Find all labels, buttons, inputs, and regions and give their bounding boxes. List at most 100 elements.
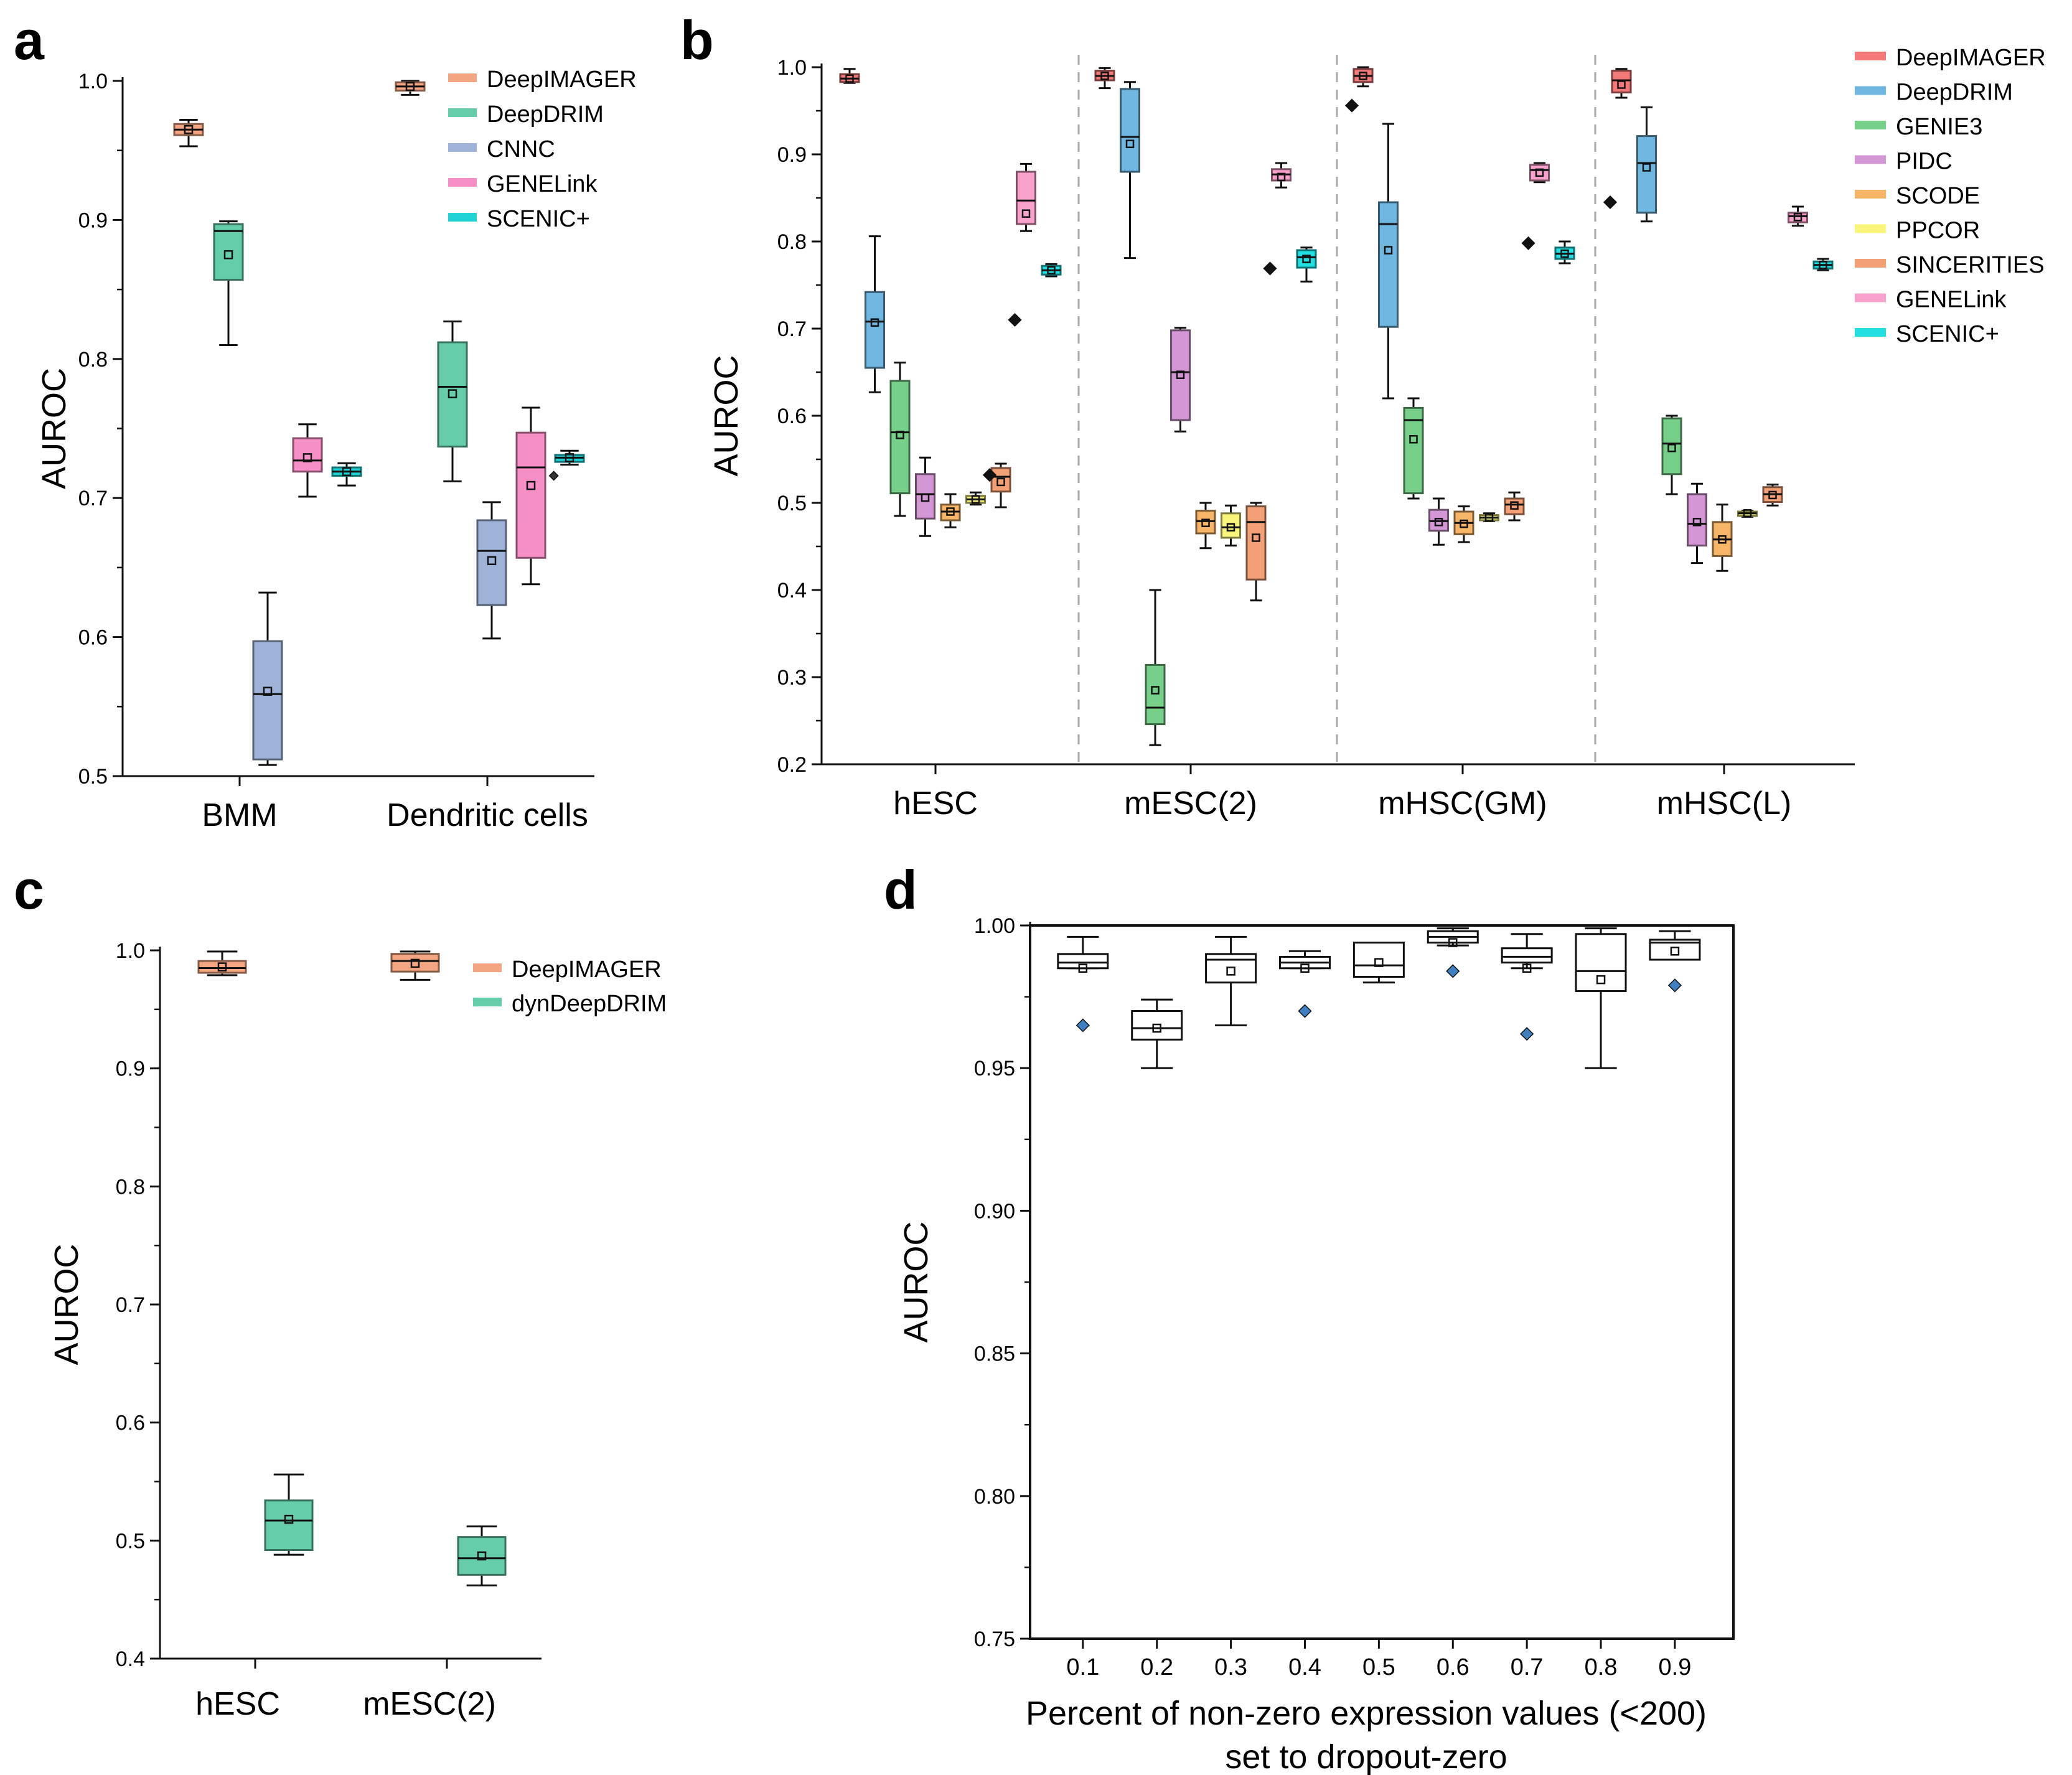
box-sincerities-0-mean [996,477,1005,487]
box-0-6-outlier-0 [1446,964,1460,978]
box-ppcor-3-mean [1743,509,1752,518]
box-genelink-1-box [515,431,546,559]
panel-d: d 0.75 0.80 0.85 0.90 0.95 1.00 AUROC 0.1 0.2 0.3 0… [884,859,1735,1775]
y-tick-label: 0.8 [777,230,807,254]
box-dyndeepdrim-1-box [457,1536,507,1576]
legend-label: DeepIMAGER [487,67,637,93]
box-dyndeepdrim-0-box [264,1499,314,1552]
box-0-9-mean [1670,947,1680,956]
box-0-1-outlier-0 [1076,1018,1090,1033]
box-scenic--0 [1041,263,1062,278]
box-deepimager-1-mean [405,82,415,91]
box-deepimager-0-mean [184,124,194,134]
box-cnnc-0-box [252,640,283,761]
y-tick-label: 0.7 [78,487,108,510]
y-tick-label: 0.80 [974,1485,1015,1509]
box-genie3-1-box [1145,663,1166,726]
box-pidc-2-mean [1434,518,1443,527]
y-tick-label: 0.90 [974,1199,1015,1223]
box-scenic--1 [1296,246,1317,283]
box-genelink-0-mean [1021,209,1031,218]
box-deepdrim-0 [213,220,244,346]
legend-swatch-deepimager [448,73,477,82]
legend-swatch-cnnc [448,143,477,152]
box-scenic--0-mean [1047,266,1056,274]
box-0-8-box [1575,933,1627,992]
box-deepimager-2-outlier-0 [1344,98,1359,113]
x-axis-title-line2: set to dropout-zero [1225,1738,1507,1775]
box-scode-0-mean [946,507,955,516]
box-scenic--1-mean [565,453,574,462]
box-sincerities-1 [1245,502,1267,602]
y-tick-label: 1.00 [974,914,1015,938]
box-genelink-1 [1263,162,1291,276]
panel-label: a [14,9,45,71]
legend-label: SCENIC+ [1896,321,1999,347]
box-genie3-3-box [1661,417,1682,475]
y-tick-label: 0.5 [78,765,108,789]
box-deepimager-1 [395,80,426,96]
legend-label: GENELink [487,171,598,197]
box-genelink-1-outlier-0 [1263,261,1277,276]
legend-label: dynDeepDRIM [512,991,667,1017]
x-tick-label: Dendritic cells [387,797,588,833]
box-sincerities-1-box [1245,505,1267,581]
box-scode-0 [940,493,961,528]
box-genie3-0-mean [896,431,904,439]
legend-label: SCENIC+ [487,206,590,232]
y-tick-label: 0.75 [974,1627,1015,1651]
box-scenic--2 [1554,240,1575,265]
box-deepdrim-1-box [437,341,468,448]
box-0-8-mean [1596,975,1606,985]
box-genelink-3 [1788,205,1808,227]
box-0-9-outlier-0 [1667,978,1682,993]
y-tick-label: 0.95 [974,1057,1015,1080]
box-pidc-3-box [1687,493,1707,547]
box-deepdrim-1-box [1120,88,1140,173]
x-tick-label: hESC [195,1686,280,1722]
box-scenic--0 [331,462,362,487]
box-0-7-outlier-0 [1520,1027,1534,1041]
y-tick-label: 0.7 [777,317,807,341]
box-0-3 [1205,935,1257,1026]
box-genelink-0-mean [302,453,312,462]
box-sincerities-3 [1762,484,1783,507]
box-pidc-1 [1170,327,1191,433]
box-scenic--1-mean [1302,255,1311,263]
x-tick-label: mESC(2) [1124,785,1257,822]
box-cnnc-0-mean [263,686,273,696]
box-deepdrim-2-mean [1384,246,1393,255]
box-scenic--1-outlier-0 [548,471,559,481]
legend-label: SINCERITIES [1896,252,2045,278]
box-genie3-1-mean [1151,686,1160,695]
box-genelink-2-outlier-0 [1521,236,1535,250]
box-scenic--2-mean [1560,249,1569,258]
box-sincerities-2-mean [1510,501,1519,510]
box-genie3-3 [1661,414,1682,495]
y-axis-title: AUROC [35,368,73,489]
y-axis-title: AUROC [898,1221,935,1342]
y-tick-label: 0.85 [974,1342,1015,1366]
box-0-4-outlier-0 [1298,1004,1312,1018]
box-deepimager-0-mean [845,74,854,83]
legend-label: PIDC [1896,149,1952,175]
box-0-8 [1575,927,1627,1069]
box-genie3-2-box [1403,406,1424,495]
box-dyndeepdrim-1-mean [477,1551,487,1561]
box-deepdrim-0 [865,235,885,393]
box-ppcor-2 [1479,512,1499,522]
y-tick-label: 0.4 [116,1647,145,1671]
box-deepdrim-1 [1120,81,1140,260]
box-0-2 [1131,998,1183,1069]
y-tick-label: 0.9 [777,143,807,167]
box-0-6 [1427,927,1479,978]
legend-swatch-deepimager [473,963,502,972]
box-deepimager-1 [390,950,440,981]
box-genelink-2 [1521,162,1550,250]
x-tick-label: 0.7 [1511,1654,1544,1680]
legend-swatch-sincerities [1855,259,1886,268]
box-deepimager-1-mean [1100,72,1109,80]
box-genelink-0-box [1016,171,1036,225]
box-genelink-2-box [1529,164,1550,182]
